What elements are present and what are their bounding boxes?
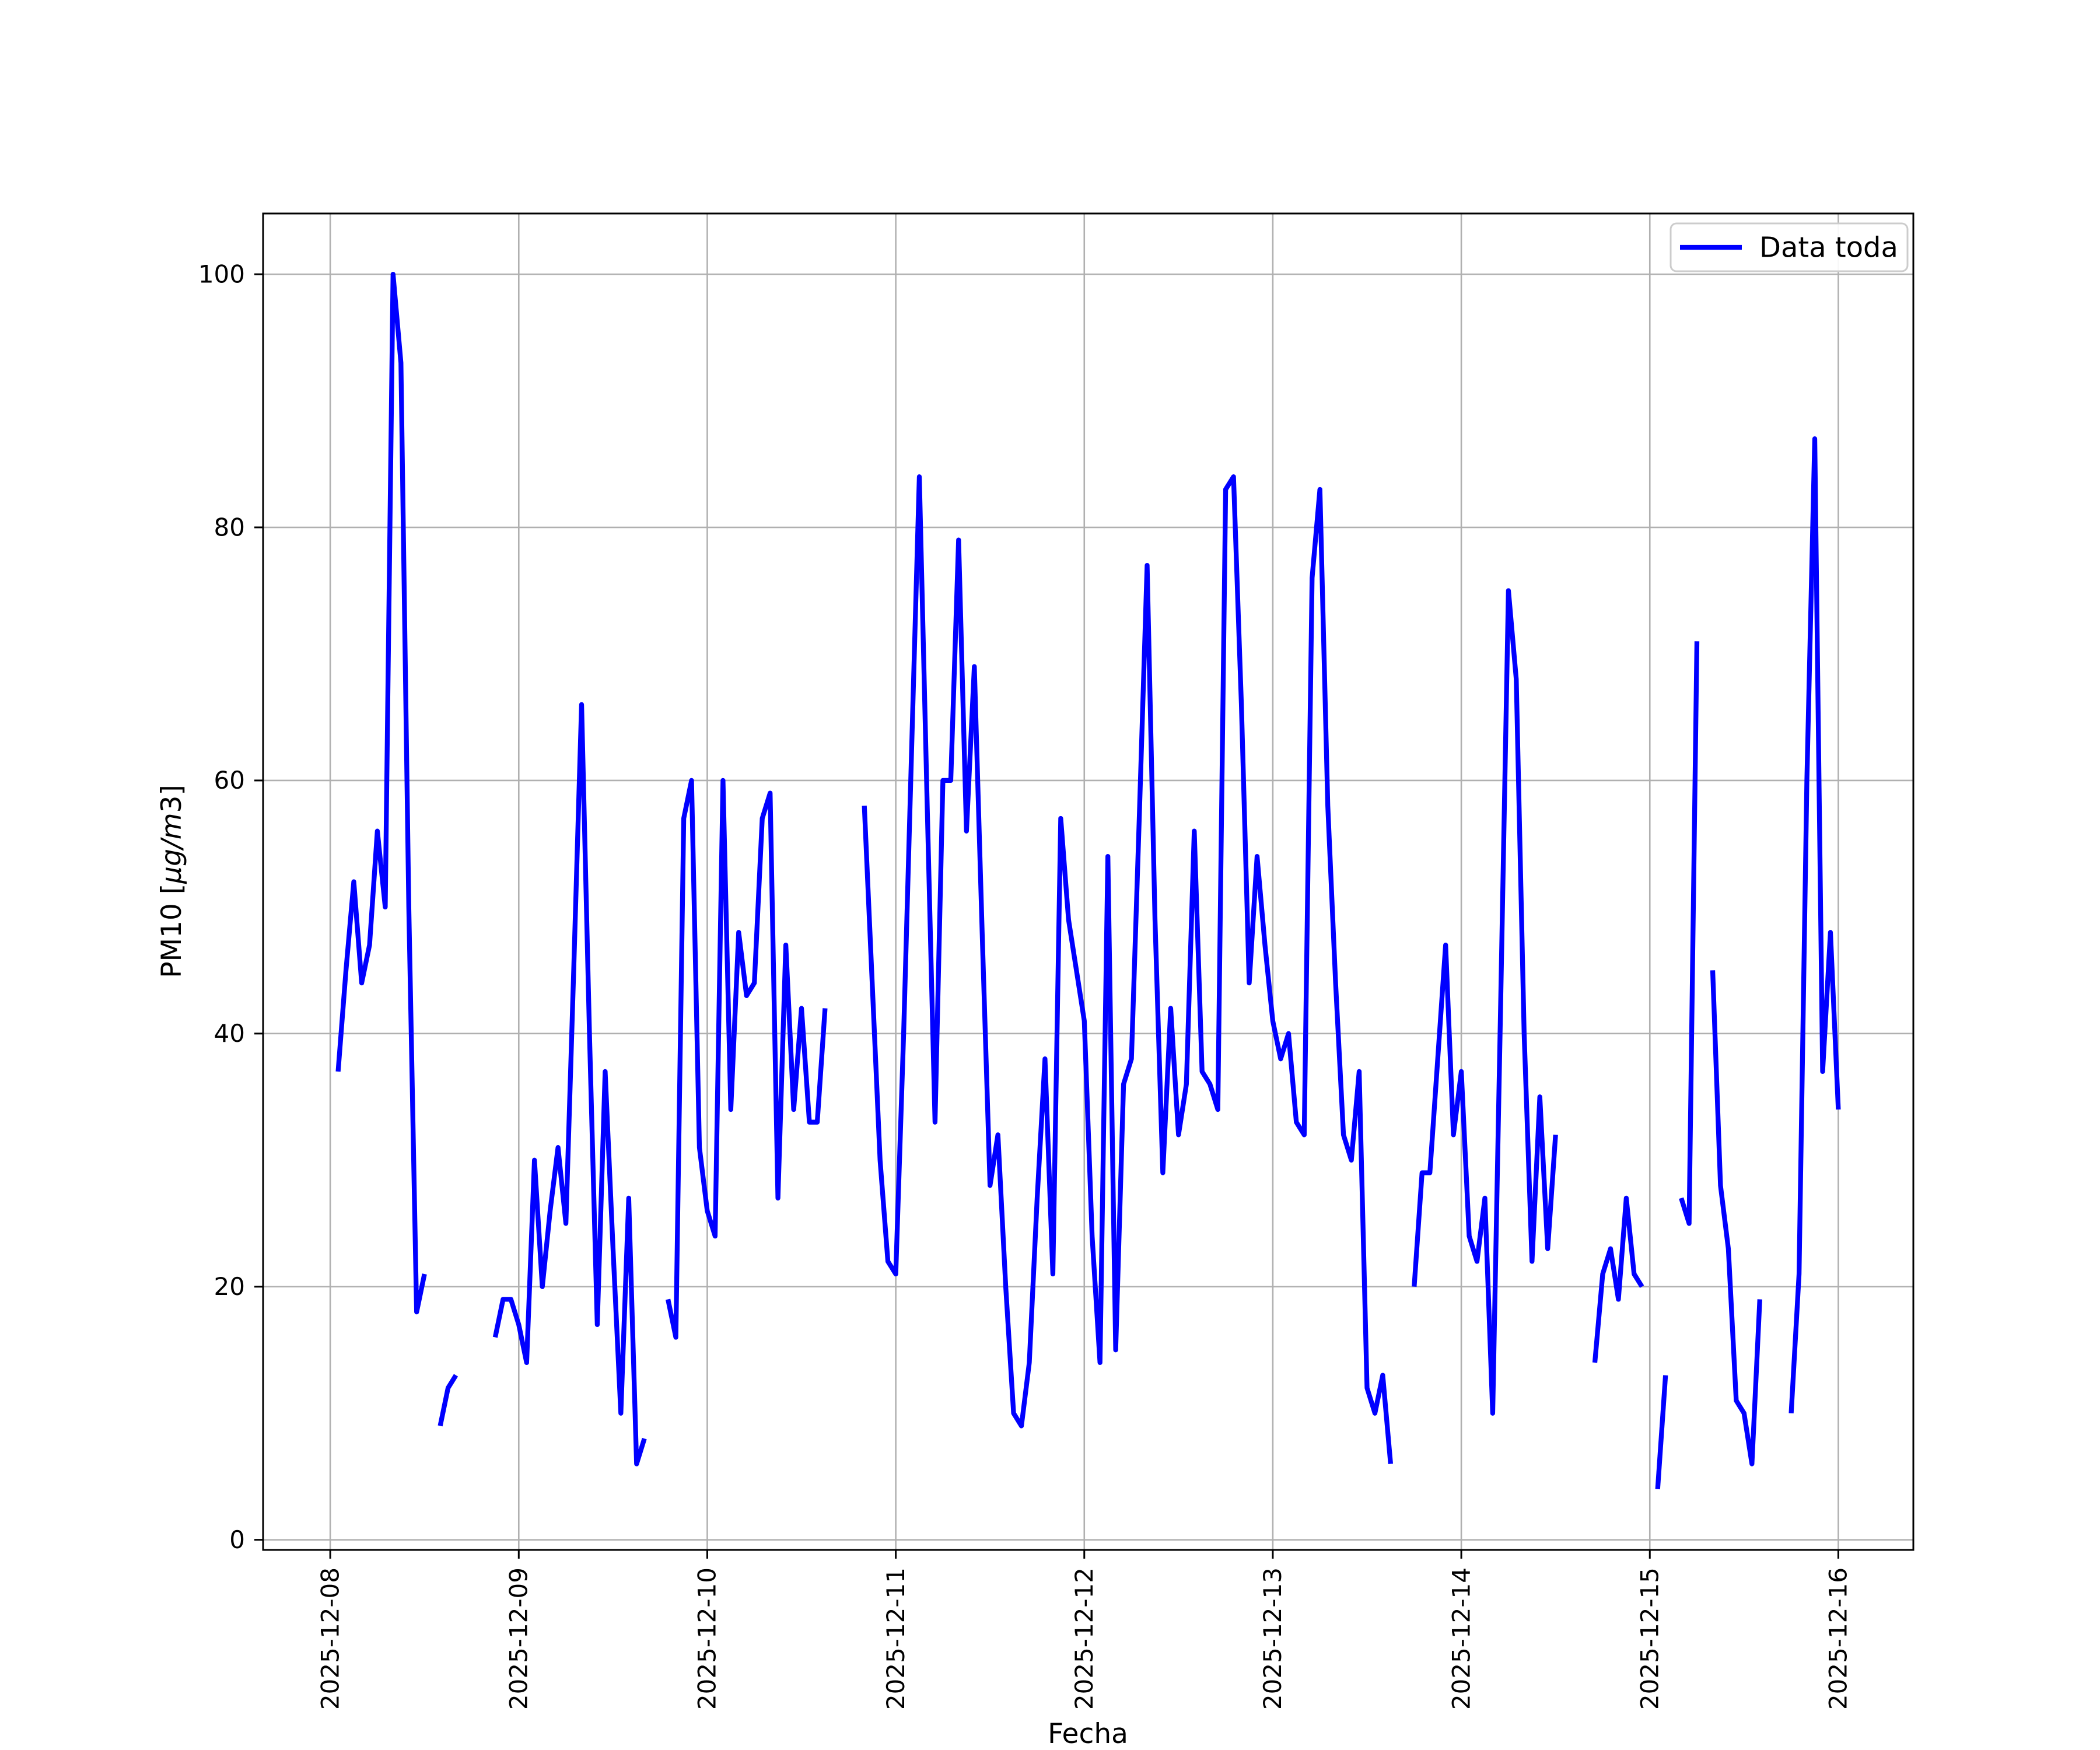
y-tick-label: 100 [198, 260, 245, 288]
x-tick-label: 2025-12-16 [1824, 1567, 1853, 1710]
data-series [335, 271, 1841, 1490]
data-line-segment [666, 778, 828, 1340]
data-line-segment [1710, 970, 1762, 1466]
y-axis-label: PM10 [μg/m3] [156, 785, 188, 978]
x-tick-label: 2025-12-09 [505, 1567, 533, 1710]
data-line-segment [492, 702, 647, 1466]
ylabel-prefix: PM10 [ [156, 884, 188, 978]
data-line-segment [1788, 436, 1841, 1413]
legend: Data toda [1670, 222, 1909, 272]
x-tick-label: 2025-12-14 [1447, 1567, 1475, 1710]
y-tick-label: 80 [214, 513, 245, 541]
data-line-segment [438, 1374, 459, 1427]
data-line-segment [1412, 588, 1558, 1416]
legend-label: Data toda [1759, 231, 1898, 264]
gridlines [263, 214, 1913, 1550]
y-tick-label: 0 [229, 1525, 245, 1554]
x-tick-label: 2025-12-11 [881, 1567, 910, 1710]
ylabel-math: μg/m [156, 813, 188, 884]
x-tick-label: 2025-12-08 [316, 1567, 344, 1710]
y-tick-label: 60 [214, 766, 245, 794]
data-line-segment [862, 474, 1394, 1464]
x-axis-label: Fecha [1048, 1718, 1128, 1750]
y-tick-label: 20 [214, 1272, 245, 1301]
plot-frame [262, 212, 1915, 1551]
x-tick-label: 2025-12-15 [1635, 1567, 1664, 1710]
x-tick-label: 2025-12-13 [1258, 1567, 1287, 1710]
y-tick-label: 40 [214, 1019, 245, 1048]
legend-box [1670, 222, 1909, 272]
ylabel-suffix: 3] [156, 785, 188, 813]
x-axis-tick-labels: 2025-12-08 2025-12-09 2025-12-10 2025-12-11… [316, 1567, 1852, 1710]
x-tick-label: 2025-12-10 [693, 1567, 722, 1710]
data-line-segment [1592, 1195, 1644, 1363]
y-axis-ticks [254, 273, 263, 1541]
x-axis-ticks [329, 1550, 1839, 1559]
y-axis-tick-labels: 0 20 40 60 80 100 [198, 260, 245, 1554]
x-tick-label: 2025-12-12 [1070, 1567, 1098, 1710]
data-line-segment [1655, 1375, 1668, 1490]
data-line-segment [1679, 641, 1700, 1226]
data-line-segment [335, 271, 427, 1315]
